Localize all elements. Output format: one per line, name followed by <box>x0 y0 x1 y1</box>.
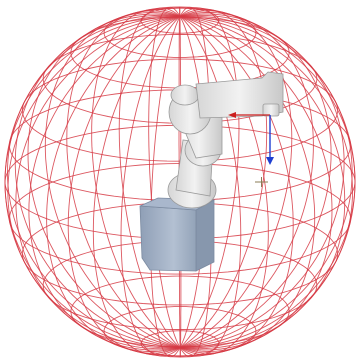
sphere-grid-line <box>4 15 356 349</box>
sphere-grid-line <box>67 10 293 354</box>
tool-frame-axes-icon <box>228 112 274 165</box>
tool-frame-z-arrowhead <box>266 157 274 165</box>
target-point-icon <box>255 177 268 187</box>
robot-base-front <box>139 205 197 272</box>
sphere-grid-line <box>44 12 316 352</box>
sphere-grid-line <box>120 7 240 357</box>
sphere-grid-line <box>7 15 353 349</box>
robot-base <box>139 197 216 272</box>
robot-forearm <box>195 71 284 119</box>
sphere-grid-line <box>46 12 314 352</box>
workspace-sphere-wireframe <box>4 6 356 358</box>
sphere-grid-line <box>27 13 333 351</box>
robot-joint-shoulder-cap <box>170 84 200 106</box>
robot-base-side <box>195 199 215 272</box>
sphere-grid-line <box>92 8 268 356</box>
tool-frame-x-arrowhead <box>228 112 236 118</box>
robot-wrist <box>262 103 280 117</box>
robot-link-forearm <box>195 71 284 119</box>
sphere-grid-line <box>14 14 346 350</box>
sphere-grid-line <box>118 7 242 357</box>
